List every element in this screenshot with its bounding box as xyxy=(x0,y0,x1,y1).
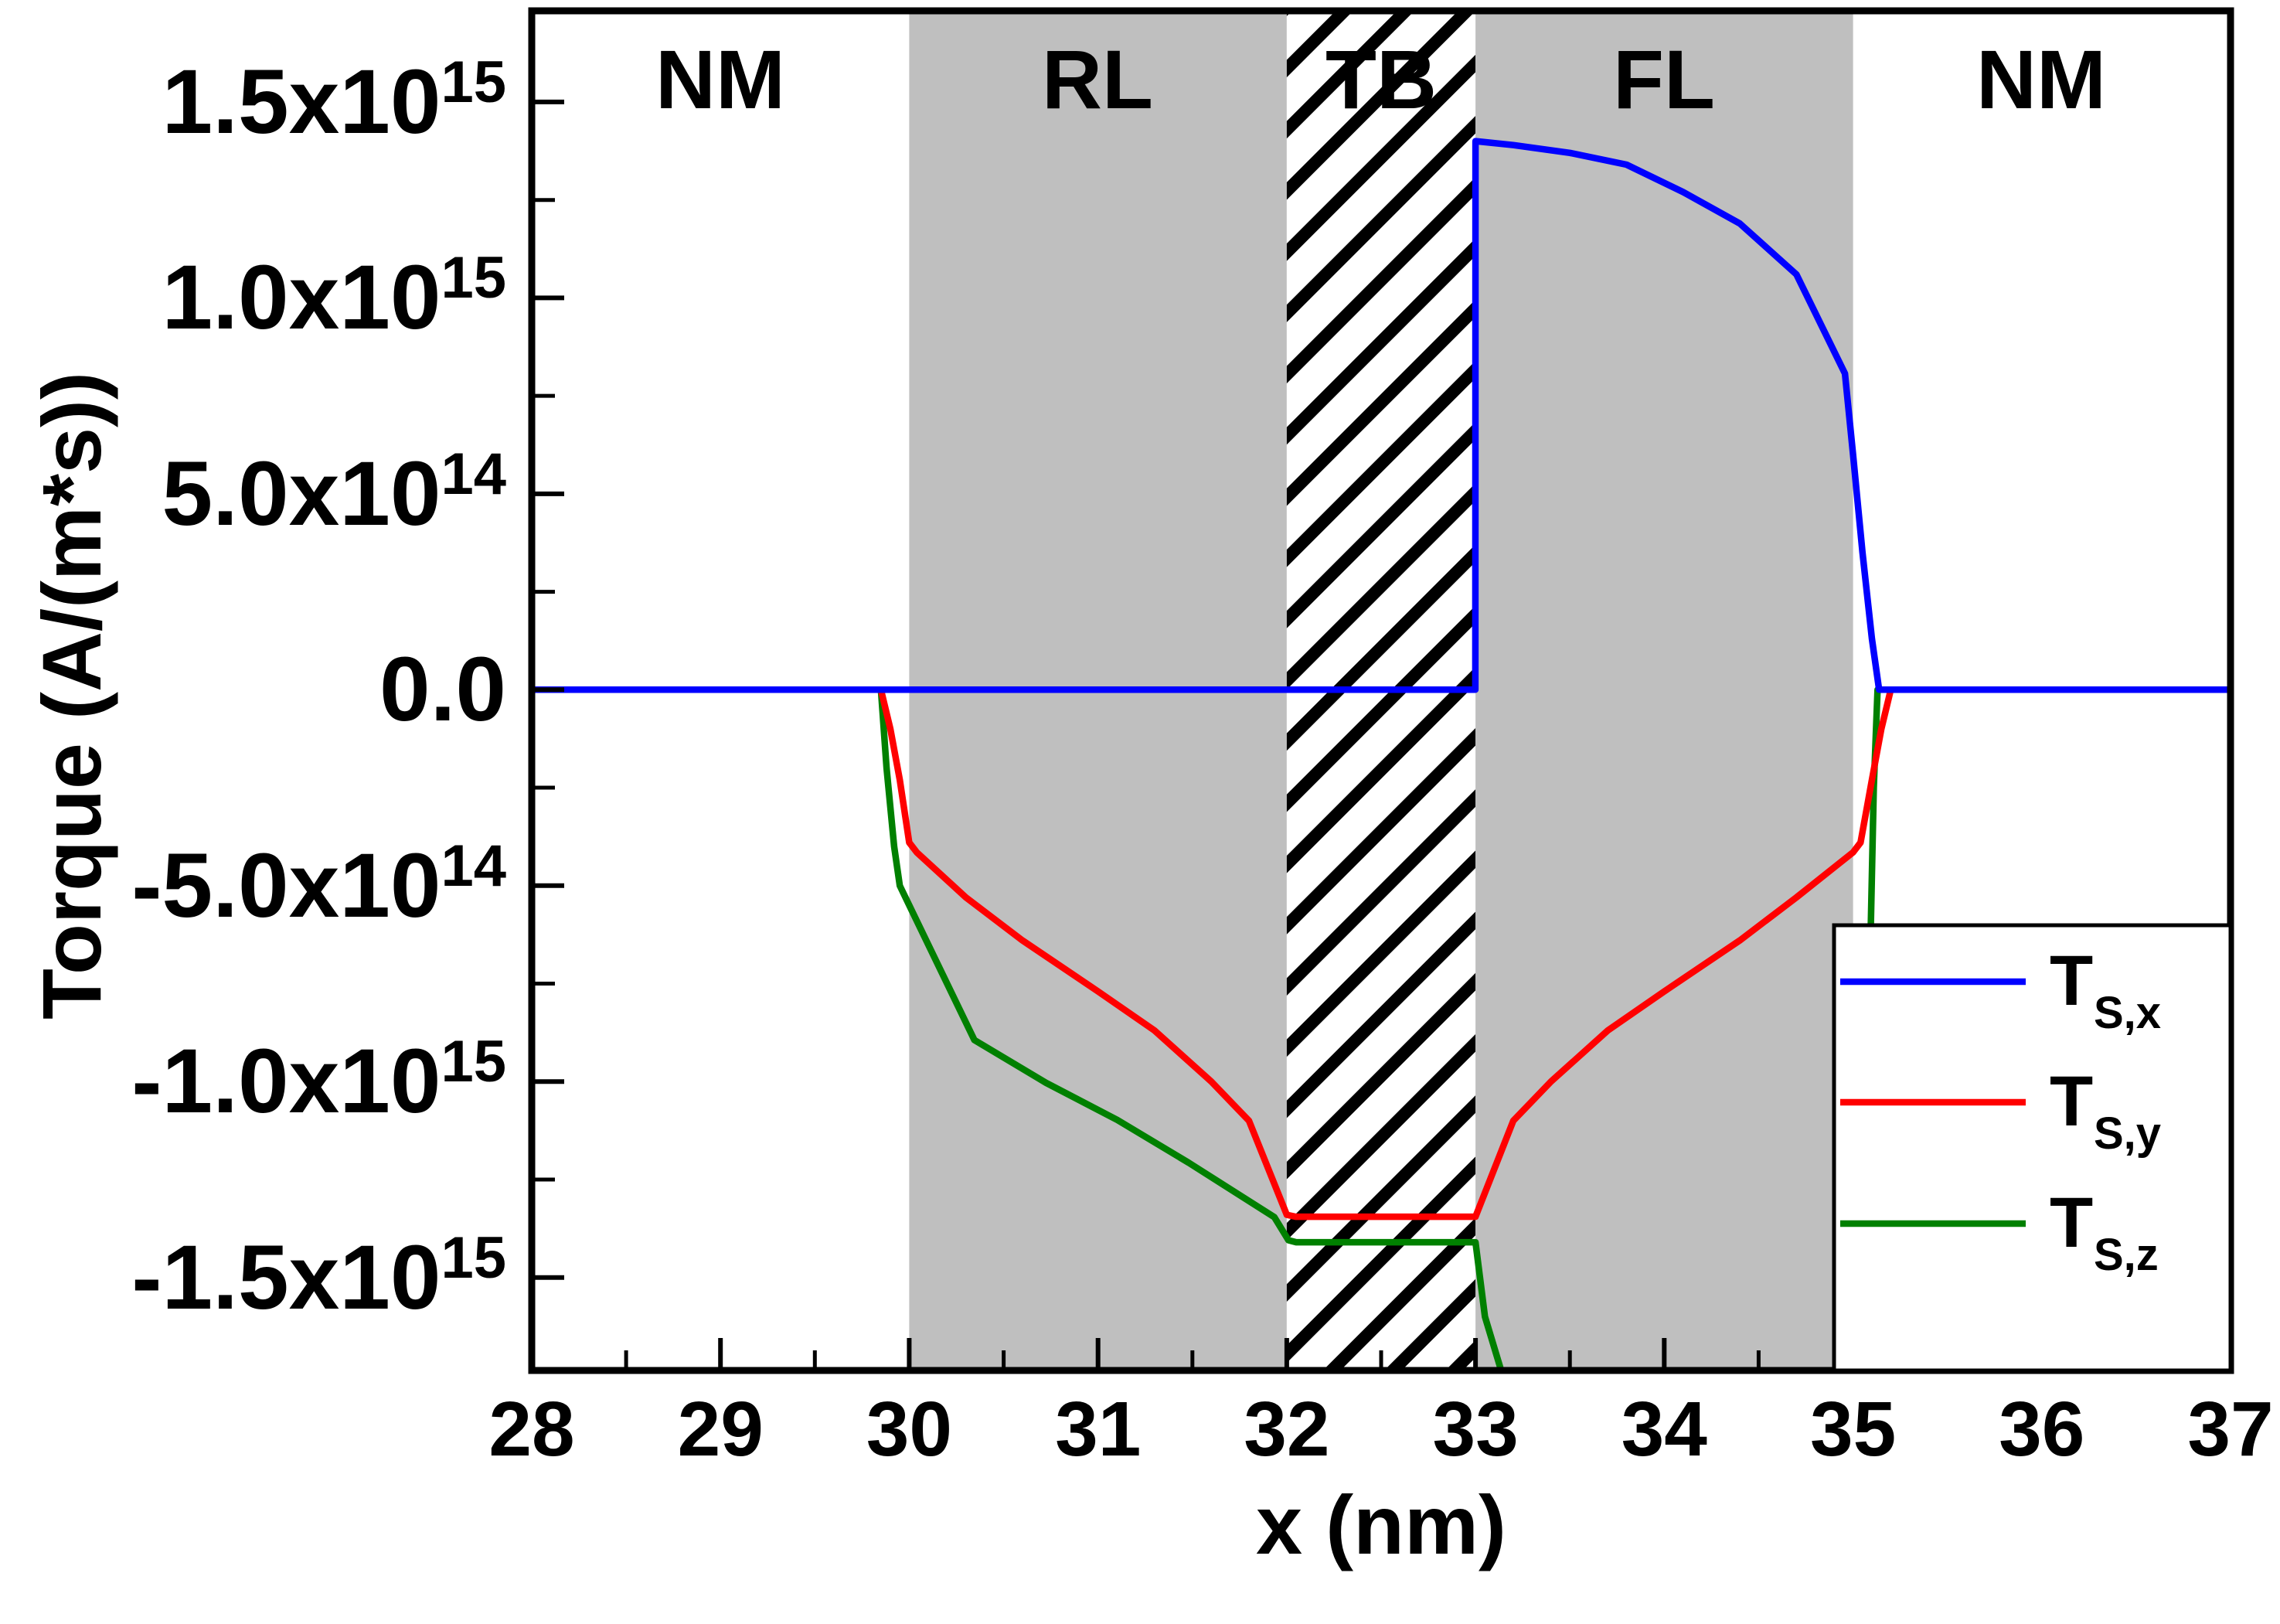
svg-text:-1.0x1015: -1.0x1015 xyxy=(131,1029,506,1132)
svg-text:33: 33 xyxy=(1432,1386,1518,1472)
svg-text:36: 36 xyxy=(1999,1386,2084,1472)
svg-text:37: 37 xyxy=(2187,1386,2273,1472)
svg-text:S,x: S,x xyxy=(2094,988,2161,1038)
svg-text:T: T xyxy=(2050,1062,2093,1141)
svg-text:5.0x1014: 5.0x1014 xyxy=(162,441,506,545)
svg-text:32: 32 xyxy=(1244,1386,1329,1472)
svg-text:1.0x1015: 1.0x1015 xyxy=(162,245,506,349)
svg-text:29: 29 xyxy=(678,1386,764,1472)
svg-text:34: 34 xyxy=(1622,1386,1708,1472)
svg-text:30: 30 xyxy=(866,1386,952,1472)
svg-text:31: 31 xyxy=(1055,1386,1141,1472)
svg-text:Torque (A/(m*s)): Torque (A/(m*s)) xyxy=(25,372,118,1020)
svg-text:35: 35 xyxy=(1810,1386,1896,1472)
svg-text:0.0: 0.0 xyxy=(379,638,506,741)
svg-text:FL: FL xyxy=(1613,32,1715,126)
svg-text:NM: NM xyxy=(655,32,785,126)
svg-text:S,y: S,y xyxy=(2094,1108,2161,1159)
svg-text:-1.5x1015: -1.5x1015 xyxy=(131,1225,506,1329)
svg-text:RL: RL xyxy=(1042,32,1153,126)
svg-text:28: 28 xyxy=(488,1386,574,1472)
svg-text:T: T xyxy=(2050,1183,2093,1262)
svg-text:TB: TB xyxy=(1325,32,1437,126)
svg-text:NM: NM xyxy=(1976,32,2106,126)
svg-text:x (nm): x (nm) xyxy=(1256,1478,1506,1571)
svg-text:-5.0x1014: -5.0x1014 xyxy=(131,833,506,937)
svg-text:1.5x1015: 1.5x1015 xyxy=(162,49,506,153)
svg-text:S,z: S,z xyxy=(2094,1230,2159,1280)
svg-text:T: T xyxy=(2050,941,2093,1020)
